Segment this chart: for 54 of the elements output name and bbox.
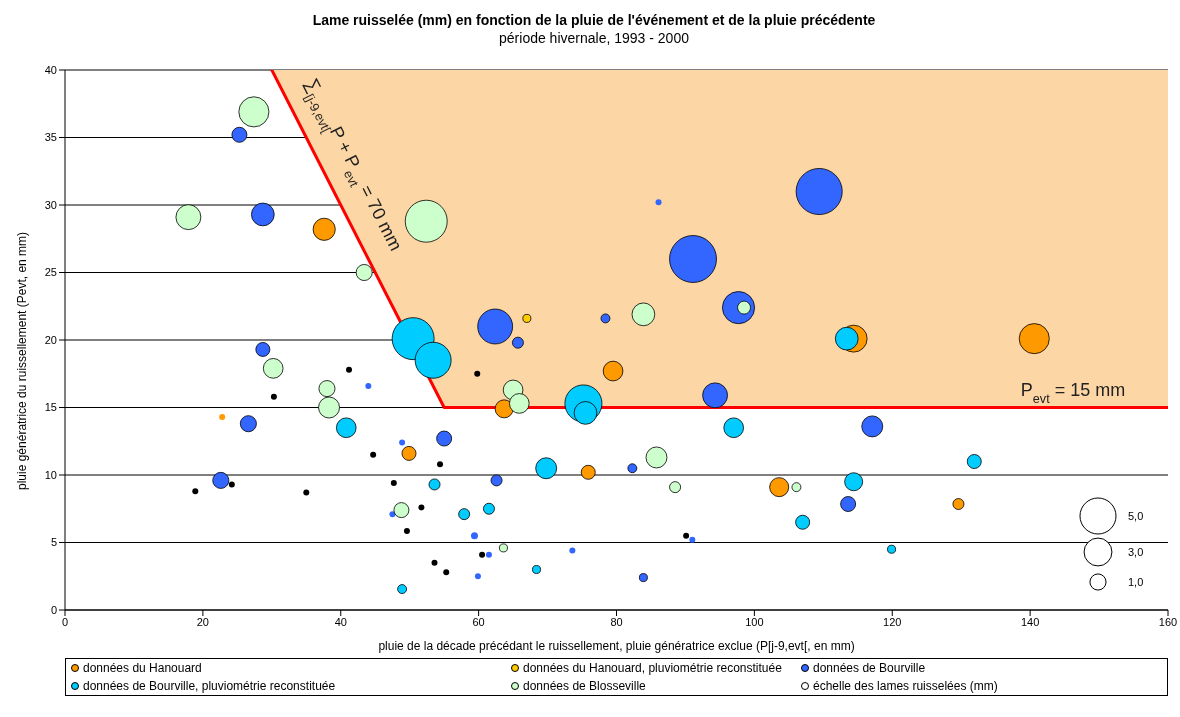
point	[474, 573, 481, 580]
x-tick-label: 80	[610, 615, 623, 628]
legend-label: données de Bourville	[813, 661, 926, 675]
x-tick-label: 60	[472, 615, 485, 628]
x-tick-label: 160	[1158, 615, 1178, 628]
point	[479, 551, 486, 558]
y-tick-label: 30	[44, 198, 57, 211]
y-axis-title: pluie génératrice du ruissellement (Pevt, en mm)	[15, 231, 30, 490]
point	[365, 382, 372, 389]
point	[192, 488, 199, 495]
text: échelle des lames ruisselées (mm)	[813, 679, 998, 693]
y-tick-label: 10	[44, 468, 57, 481]
point	[569, 547, 576, 554]
point	[399, 439, 406, 446]
legend-label: données de Bourville, pluviométrie reconstituée	[83, 679, 336, 693]
point	[485, 551, 492, 558]
legend-label: données du Hanouard, pluviométrie reconstituée	[523, 661, 782, 675]
legend-label: 3,0	[1128, 546, 1144, 558]
x-tick-label: 40	[334, 615, 347, 628]
y-tick-label: 40	[44, 63, 57, 76]
y-tick-label: 35	[44, 131, 57, 144]
legend-label: données du Hanouard	[83, 661, 202, 675]
y-tick-label: 15	[44, 401, 57, 414]
chart-title: Lame ruisselée (mm) en fonction de la pluie de l'événement et de la pluie précédente	[311, 12, 877, 28]
x-axis-title: pluie de la décade précédant le ruissellement, pluie génératrice exclue (P[j-9,evt[, en mm)	[378, 639, 855, 653]
legend-label: 5,0	[1128, 510, 1144, 522]
point	[443, 569, 450, 576]
point	[370, 451, 377, 458]
point	[390, 480, 397, 487]
x-tick-label: 0	[61, 615, 69, 628]
annotation: P$_{evt}$ = 15 mm	[1020, 379, 1126, 406]
y-tick-label: 5	[50, 536, 57, 549]
point	[431, 559, 438, 566]
x-tick-label: 140	[1020, 615, 1040, 628]
point	[403, 528, 410, 535]
y-tick-label: 20	[44, 333, 57, 346]
point	[689, 536, 696, 543]
x-tick-label: 100	[745, 615, 764, 628]
chart-subtitle: période hivernale, 1993 - 2000	[498, 30, 690, 46]
point	[303, 489, 310, 496]
point	[270, 393, 277, 400]
y-tick-label: 25	[44, 266, 57, 279]
point	[683, 532, 690, 539]
point	[474, 370, 481, 377]
point	[437, 461, 444, 468]
legend-label: 1,0	[1128, 576, 1144, 588]
x-tick-label: 120	[883, 615, 902, 628]
point	[418, 504, 425, 511]
y-tick-label: 0	[50, 603, 57, 616]
point	[346, 366, 353, 373]
point	[228, 481, 235, 488]
point	[389, 511, 396, 518]
legend-label: données de Blosseville	[523, 679, 646, 693]
x-tick-label: 20	[196, 615, 209, 628]
